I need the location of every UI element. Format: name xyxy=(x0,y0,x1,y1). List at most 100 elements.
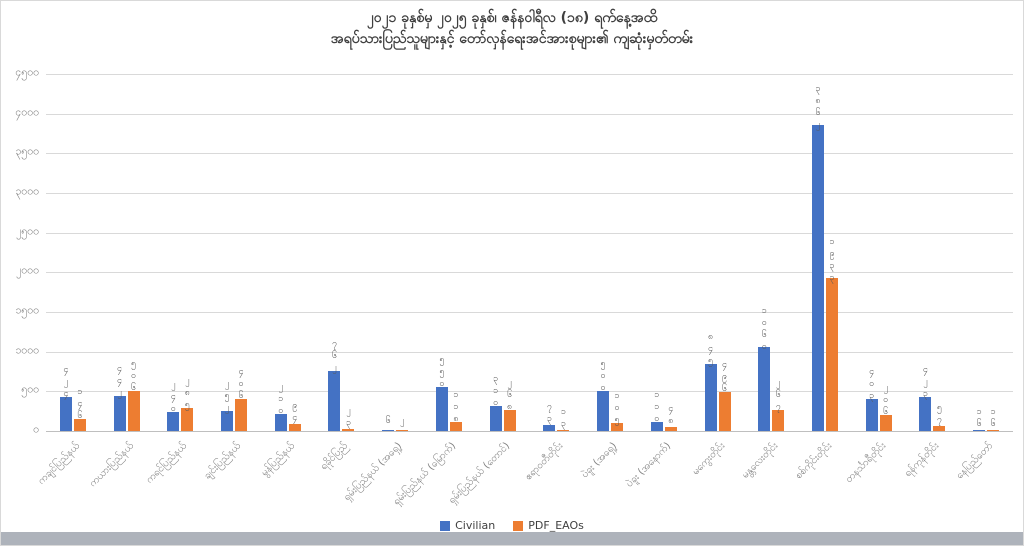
legend-label-pdf-eaos: PDF_EAOs xyxy=(528,519,584,532)
data-label-civilian: ၃၈၆၂ xyxy=(813,82,824,131)
chart-title-line1: ၂၀၂၁ ခုနှစ်မှ ၂၀၂၅ ခုနှစ်၊ ဇန်နဝါရီလ (၁၈… xyxy=(366,10,658,26)
x-axis-category-label: ကယားပြည်နယ် xyxy=(86,440,136,490)
bar-civilian xyxy=(758,346,771,431)
data-label-pdf-eaos: ၂၀၆ xyxy=(881,381,892,418)
y-axis-tick-label: ၁၀၀၀ xyxy=(15,344,39,357)
bar-civilian xyxy=(435,387,448,431)
bar-pdf-eaos xyxy=(342,429,355,431)
data-label-pdf-eaos: ၁၀၅ xyxy=(612,389,623,426)
data-label-pdf-eaos: ၅၀၆ xyxy=(129,357,140,394)
data-label-civilian: ၂၅၂ xyxy=(222,378,233,414)
x-axis-category-label: ကရင်ပြည်နယ် xyxy=(144,440,190,486)
x-axis-category-label: မန္တလေးတိုင်း xyxy=(740,440,781,481)
data-label-pdf-eaos: ၂၆၈ xyxy=(505,376,516,413)
bar-pdf-eaos xyxy=(73,419,86,431)
bar-civilian xyxy=(113,395,126,431)
data-label-civilian: ၄၄၂ xyxy=(115,362,126,399)
gridline xyxy=(46,193,1013,194)
y-axis-tick-label: ၃၀၀၀ xyxy=(15,185,39,198)
bar-civilian xyxy=(650,422,663,431)
data-label-civilian: ၃၁၀ xyxy=(491,373,502,410)
data-label-pdf-eaos: ၂၈၅ xyxy=(182,375,193,412)
legend-item-civilian: Civilian xyxy=(440,519,495,532)
bar-civilian xyxy=(597,391,610,431)
x-axis-category-label: ပဲခူး (အရှေ့) xyxy=(579,440,620,481)
data-label-pdf-eaos: ၄၀၆ xyxy=(236,365,247,402)
data-label-pdf-eaos: ၁၉၃၃ xyxy=(827,235,838,284)
data-label-pdf-eaos: ၉၄ xyxy=(290,399,301,424)
bar-pdf-eaos xyxy=(503,409,516,431)
data-label-civilian: ၂၁၀ xyxy=(276,381,287,418)
legend-item-pdf-eaos: PDF_EAOs xyxy=(513,519,584,532)
legend-label-civilian: Civilian xyxy=(455,519,496,532)
gridline xyxy=(46,351,1013,353)
data-label-pdf-eaos: ၁၄၆ xyxy=(75,386,86,423)
data-label-civilian: ၁၀၆၀ xyxy=(759,304,770,353)
bar-pdf-eaos xyxy=(772,409,785,431)
data-label-pdf-eaos: ၁၆ xyxy=(988,405,999,430)
bar-pdf-eaos xyxy=(449,421,462,431)
x-axis-category-label: ကချင်ပြည်နယ် xyxy=(35,440,83,487)
pdf-eaos-swatch-icon xyxy=(513,520,524,531)
x-axis-category-label: ရခိုင်ပြည် xyxy=(318,440,351,473)
bar-pdf-eaos xyxy=(825,277,838,431)
bar-pdf-eaos xyxy=(288,423,301,431)
data-label-civilian: ၅၀၀ xyxy=(598,358,609,395)
data-label-civilian: ၄၂၄ xyxy=(61,364,72,401)
data-label-civilian: ၅၅၀ xyxy=(437,354,448,391)
x-axis-category-label: ဧရာဝတီတိုင်း xyxy=(523,440,566,483)
bar-pdf-eaos xyxy=(879,414,892,431)
chart-title: ၂၀၂၁ ခုနှစ်မှ ၂၀၂၅ ခုနှစ်၊ ဇန်နဝါရီလ (၁၈… xyxy=(1,8,1023,50)
bar-civilian xyxy=(59,397,72,431)
x-axis-category-label: မကွေးတိုင်း xyxy=(689,440,727,478)
bar-pdf-eaos xyxy=(235,398,248,431)
data-label-civilian: ၆ xyxy=(383,415,394,427)
data-label-civilian: ၄၀၃ xyxy=(867,366,878,403)
bar-civilian xyxy=(865,399,878,431)
bar-civilian xyxy=(543,425,556,431)
bar-civilian xyxy=(973,429,986,431)
data-label-pdf-eaos: ၄၈ xyxy=(666,403,677,428)
bottom-taskbar-strip xyxy=(1,532,1023,545)
gridline xyxy=(46,312,1013,313)
data-label-pdf-eaos: ၁၁၈ xyxy=(451,388,462,425)
y-axis-tick-label: ၀ xyxy=(33,423,39,436)
data-label-pdf-eaos: ၂၆၇ xyxy=(773,376,784,413)
data-label-pdf-eaos: ၂၃ xyxy=(343,405,354,430)
bar-civilian xyxy=(167,411,180,431)
bar-pdf-eaos xyxy=(987,429,1000,431)
x-axis-category-label: ချင်းပြည်နယ် xyxy=(202,440,244,482)
chart-title-line2: အရပ်သားပြည်သူများနှင့် တော်လှန်ရေးအင်အား… xyxy=(330,31,694,47)
gridline xyxy=(46,153,1013,155)
bar-pdf-eaos xyxy=(127,390,140,431)
gridline xyxy=(46,272,1013,274)
y-axis-tick-label: ၁၅၀၀ xyxy=(15,304,39,317)
y-axis-tick-label: ၅၀၀ xyxy=(21,383,39,396)
data-label-civilian: ၄၂၃ xyxy=(920,364,931,401)
data-label-civilian: ၈၄၅ xyxy=(706,330,717,367)
bar-civilian xyxy=(704,363,717,431)
y-axis-tick-label: ၄၀၀၀ xyxy=(15,106,39,119)
data-label-pdf-eaos: ၅၇ xyxy=(934,402,945,427)
gridline xyxy=(46,391,1013,393)
y-axis-tick-label: ၄၅၀၀ xyxy=(15,66,39,79)
bar-civilian xyxy=(274,414,287,431)
x-axis-category-label: တနင်္သာရီတိုင်း xyxy=(843,440,888,486)
y-axis-tick-label: ၂၀၀၀ xyxy=(16,264,39,277)
data-label-pdf-eaos: ၄၉၆ xyxy=(720,358,731,395)
bar-civilian xyxy=(489,406,502,431)
y-axis-tick-label: ၂၅၀၀ xyxy=(16,225,39,238)
bar-pdf-eaos xyxy=(396,430,409,431)
bar-pdf-eaos xyxy=(718,391,731,431)
data-label-civilian: ၂၄၀ xyxy=(168,378,179,415)
y-axis-tick-label: ၃၅၀၀ xyxy=(15,145,39,158)
data-label-civilian: ၁၆ xyxy=(974,405,985,430)
x-axis-category-label: ပဲခူး (အနောက်) xyxy=(623,440,673,490)
chart-legend: Civilian PDF_EAOs xyxy=(1,519,1023,532)
gridline xyxy=(46,232,1013,234)
x-axis-category-label: မွန်ပြည်နယ် xyxy=(258,440,297,479)
data-label-civilian: ၇၆၂ xyxy=(329,337,340,374)
civilian-swatch-icon xyxy=(440,520,451,531)
